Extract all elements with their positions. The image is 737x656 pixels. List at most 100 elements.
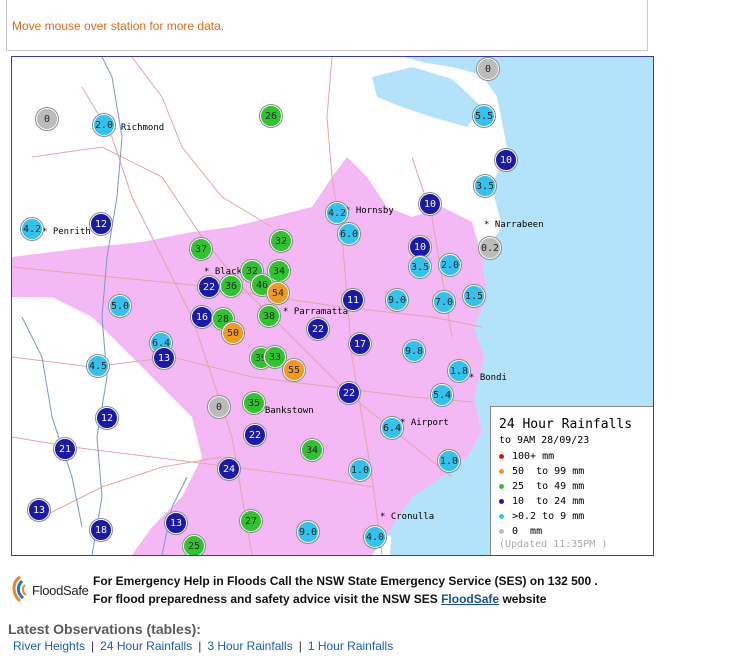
info-box: Move mouse over station for more data. [6,0,648,51]
rain-station[interactable]: 18 [90,519,112,541]
rain-station[interactable]: 1.0 [438,450,460,472]
rain-station[interactable]: 22 [244,424,266,446]
rain-station[interactable]: 1.8 [448,360,470,382]
3-hour-rainfalls-link[interactable]: 3 Hour Rainfalls [207,639,293,653]
rain-station[interactable]: 13 [153,347,175,369]
rain-station[interactable]: 5.5 [473,105,495,127]
rain-station[interactable]: 2.0 [93,114,115,136]
rain-station[interactable]: 0.2 [479,237,501,259]
legend-dot-icon [499,528,504,534]
rain-station[interactable]: 34 [301,439,323,461]
place-label: * Airport [400,418,449,428]
place-label: * Bondi [469,373,507,383]
rain-station[interactable]: 10 [419,193,441,215]
observations-title: Latest Observations (tables): [8,621,201,637]
rain-station[interactable]: 22 [198,276,220,298]
rain-station[interactable]: 0 [36,108,58,130]
rain-station[interactable]: 3.5 [409,256,431,278]
rain-station[interactable]: 16 [191,306,213,328]
rain-station[interactable]: 5.4 [431,384,453,406]
legend-item: 50 to 99 mm [499,466,584,477]
rain-station[interactable]: 4.0 [364,526,386,548]
floodsafe-swirl-icon [12,575,27,603]
rain-station[interactable]: 25 [183,535,205,555]
rain-station[interactable]: 37 [190,238,212,260]
rain-station[interactable]: 27 [240,510,262,532]
legend-item: >0.2 to 9 mm [499,511,584,522]
ses-message: For Emergency Help in Floods Call the NS… [93,572,598,608]
ses-emergency-line: For Emergency Help in Floods Call the NS… [93,574,598,588]
rain-station[interactable]: 22 [338,382,360,404]
rain-station[interactable]: 24 [218,458,240,480]
rain-station[interactable]: 9.0 [297,521,319,543]
1-hour-rainfalls-link[interactable]: 1 Hour Rainfalls [307,639,394,653]
rain-station[interactable]: 34 [268,260,290,282]
place-marker-icon: * [484,220,490,230]
rain-station[interactable]: 3.5 [474,175,496,197]
rain-station[interactable]: 13 [165,512,187,534]
legend-item: 10 to 24 mm [499,496,584,507]
rain-station[interactable]: 35 [243,392,265,414]
legend-title: 24 Hour Rainfalls [499,417,633,432]
place-label: * Richmond [110,123,164,133]
rain-station[interactable]: 55 [283,359,305,381]
legend-dot-icon [499,468,504,474]
legend-item: 0 mm [499,526,542,537]
place-marker-icon: * [283,307,289,317]
rain-station[interactable]: 32 [270,230,292,252]
floodsafe-logo-text: FloodSafe [32,583,89,598]
rain-station[interactable]: 33 [264,346,286,368]
place-label: * Parramatta [283,307,349,317]
place-label: * Hornsby [345,206,394,216]
rain-station[interactable]: 6.4 [381,417,403,439]
map-legend: 24 Hour Rainfalls to 9AM 28/09/23 100+ m… [490,406,653,555]
rain-station[interactable]: 5.0 [109,295,131,317]
rain-station[interactable]: 36 [220,275,242,297]
place-marker-icon: * [400,418,406,428]
rain-station[interactable]: 10 [495,149,517,171]
legend-item: 100+ mm [499,451,554,462]
rain-station[interactable]: 26 [260,105,282,127]
rain-station[interactable]: 7.0 [433,291,455,313]
rain-station[interactable]: 22 [307,318,329,340]
floodsafe-link[interactable]: FloodSafe [441,592,500,606]
rain-station[interactable]: 0 [477,58,499,80]
ses-advice-line: For flood preparedness and safety advice… [93,592,547,606]
rain-station[interactable]: 4.2 [326,202,348,224]
rain-station[interactable]: 12 [96,407,118,429]
rain-station[interactable]: 9.8 [403,340,425,362]
observations-links: River Heights | 24 Hour Rainfalls | 3 Hour R… [13,639,393,653]
rain-station[interactable]: 1.5 [463,285,485,307]
floodsafe-logo[interactable]: FloodSafe [8,574,90,606]
place-marker-icon: * [204,267,210,277]
rain-station[interactable]: 54 [267,282,289,304]
rain-station[interactable]: 6.0 [338,223,360,245]
legend-dot-icon [499,513,504,519]
link-separator: | [91,639,95,653]
legend-updated: (Updated 11:35PM ) [499,539,608,550]
rain-station[interactable]: 10 [409,236,431,258]
rain-station[interactable]: 9.0 [386,289,408,311]
legend-item: 25 to 49 mm [499,481,584,492]
rainfall-map[interactable]: * Richmond * Penrith * Blacktown * Horns… [11,56,654,556]
rain-station[interactable]: 0 [208,396,230,418]
rain-station[interactable]: 50 [222,322,244,344]
rain-station[interactable]: 11 [342,289,364,311]
place-marker-icon: * [42,227,48,237]
rain-station[interactable]: 4.2 [21,218,43,240]
rain-station[interactable]: 2.0 [439,254,461,276]
legend-dot-icon [499,498,504,504]
rain-station[interactable]: 21 [54,438,76,460]
link-separator: | [198,639,202,653]
rain-station[interactable]: 17 [349,333,371,355]
place-marker-icon: * [380,512,386,522]
hawkesbury-estuary [372,67,482,127]
24-hour-rainfalls-link[interactable]: 24 Hour Rainfalls [100,639,193,653]
rain-station[interactable]: 4.5 [87,355,109,377]
rain-station[interactable]: 13 [28,499,50,521]
rain-station[interactable]: 38 [258,305,280,327]
hover-hint: Move mouse over station for more data. [12,19,225,33]
rain-station[interactable]: 1.0 [349,459,371,481]
rain-station[interactable]: 12 [90,213,112,235]
river-heights-link[interactable]: River Heights [13,639,86,653]
